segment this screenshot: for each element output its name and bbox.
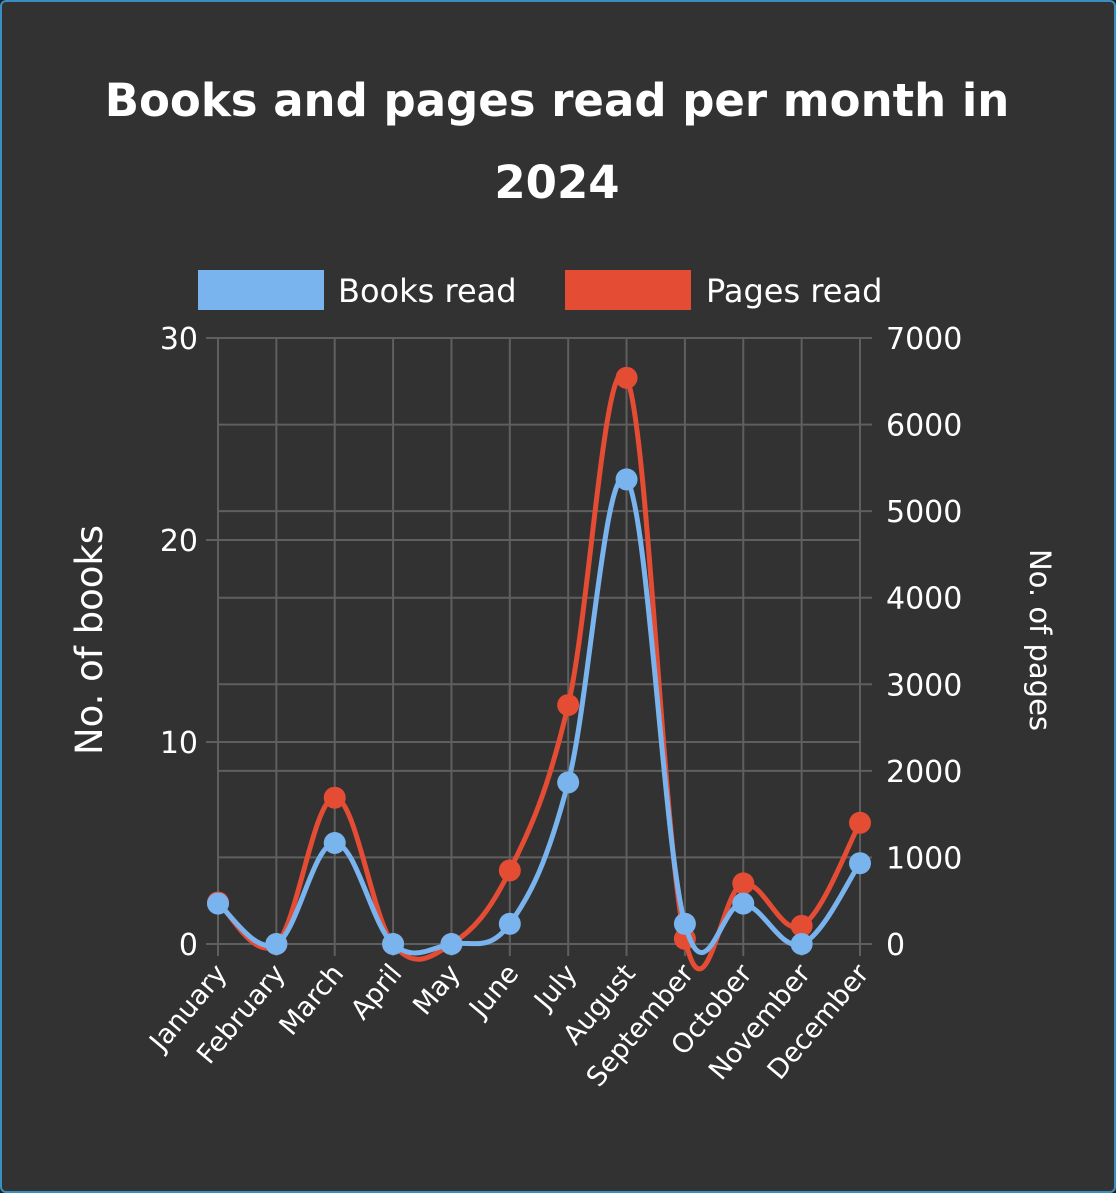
data-point: [849, 852, 871, 875]
data-point: [323, 786, 346, 809]
legend-swatch: [565, 270, 691, 310]
legend: Books read Pages read: [198, 270, 882, 310]
data-point: [849, 811, 871, 834]
data-point: [323, 832, 346, 854]
right-tick-label: 2000: [886, 755, 962, 790]
axes: [206, 337, 872, 945]
right-tick-label: 7000: [886, 322, 962, 357]
data-point: [732, 872, 755, 895]
data-point: [790, 933, 813, 955]
data-point: [615, 366, 638, 389]
data-point: [557, 771, 580, 794]
series-line: [216, 475, 863, 956]
chart-title: Books and pages read per month in 2024: [104, 74, 1010, 209]
left-tick-label: 10: [160, 726, 198, 761]
legend-label: Pages read: [706, 272, 882, 310]
data-point: [440, 933, 463, 955]
x-tick-label: April: [345, 959, 408, 1026]
right-tick-label: 1000: [886, 841, 962, 876]
right-tick-label: 3000: [886, 668, 962, 703]
data-point: [732, 892, 755, 915]
legend-swatch: [198, 270, 324, 310]
data-point: [790, 914, 813, 937]
data-point: [207, 892, 229, 915]
right-tick-label: 5000: [886, 495, 962, 530]
data-point: [382, 933, 405, 955]
x-tick-label: May: [407, 959, 467, 1022]
data-point: [265, 933, 288, 955]
left-tick-label: 0: [179, 928, 198, 963]
series-pages-read: [207, 366, 871, 972]
x-tick-label: March: [273, 959, 350, 1042]
left-tick-label: 20: [160, 524, 198, 559]
right-tick-label: 0: [886, 928, 905, 963]
series-line: [216, 371, 863, 972]
right-axis-title: No. of pages: [1023, 549, 1057, 731]
data-point: [557, 694, 580, 717]
legend-label: Books read: [338, 272, 517, 310]
series: [207, 366, 871, 972]
right-axis-ticks: 0 1000 2000 3000 4000 5000 6000 7000: [886, 322, 962, 963]
right-tick-label: 4000: [886, 582, 962, 617]
left-axis-title: No. of books: [68, 525, 111, 755]
data-point: [615, 468, 638, 491]
data-point: [498, 912, 521, 935]
data-point: [673, 912, 696, 935]
x-tick-label: June: [462, 959, 525, 1026]
left-tick-label: 30: [160, 322, 198, 357]
series-books-read: [207, 468, 871, 956]
data-point: [498, 859, 521, 882]
right-tick-label: 6000: [886, 409, 962, 444]
left-axis-ticks: 0 10 20 30: [160, 322, 198, 963]
